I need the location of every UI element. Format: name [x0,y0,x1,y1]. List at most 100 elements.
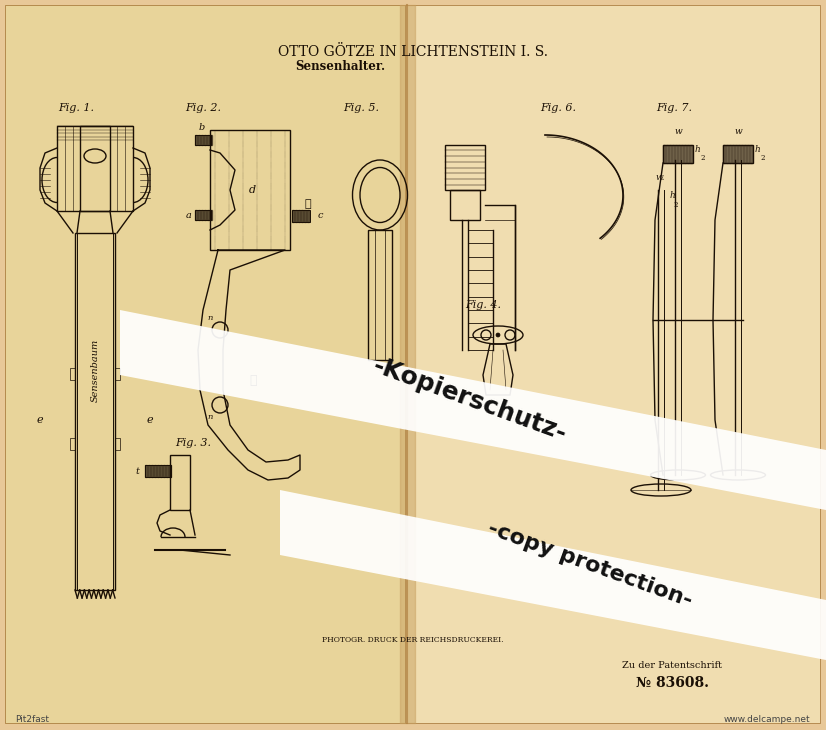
Bar [80,126,110,211]
Polygon shape [207,135,209,145]
Polygon shape [663,145,665,163]
Text: t: t [135,466,139,475]
Polygon shape [201,135,203,145]
Polygon shape [154,465,156,477]
Bar [70,438,75,450]
Text: w: w [674,128,682,137]
Text: № 83608.: № 83608. [635,676,709,690]
Text: www.delcampe.net: www.delcampe.net [724,715,810,724]
Bar [450,190,480,220]
Text: Fig. 3.: Fig. 3. [175,438,211,448]
Polygon shape [204,210,206,220]
Bar [57,126,133,211]
Polygon shape [675,145,677,163]
Polygon shape [735,145,737,163]
Polygon shape [198,210,200,220]
Bar [723,145,753,163]
Polygon shape [151,465,153,477]
Polygon shape [145,465,147,477]
Polygon shape [201,210,203,220]
Polygon shape [669,145,671,163]
Polygon shape [120,310,826,510]
Bar [70,368,75,380]
Text: n: n [207,314,212,322]
Bar [195,210,211,220]
Polygon shape [160,465,162,477]
Text: Fig. 1.: Fig. 1. [58,103,94,113]
Text: a: a [186,210,192,220]
Bar [5,5,405,723]
Polygon shape [726,145,728,163]
Bar [115,368,120,380]
Bar [405,5,820,723]
Polygon shape [741,145,743,163]
Bar [210,130,290,250]
Polygon shape [195,210,197,220]
Text: 2: 2 [761,154,765,162]
Text: h: h [694,145,700,155]
Text: Fig. 6.: Fig. 6. [540,103,576,113]
Text: Fig. 7.: Fig. 7. [656,103,692,113]
Polygon shape [301,210,303,222]
Bar [445,145,485,190]
Text: 2: 2 [700,154,705,162]
Polygon shape [304,210,306,222]
Bar [292,210,310,222]
Text: h: h [754,145,760,155]
Text: ℓ: ℓ [305,199,311,209]
Bar [75,233,115,590]
Polygon shape [207,210,209,220]
Bar [195,135,211,145]
Polygon shape [747,145,749,163]
Polygon shape [750,145,752,163]
Text: Fig. 4.: Fig. 4. [465,300,501,310]
Polygon shape [729,145,731,163]
Polygon shape [298,210,300,222]
Polygon shape [684,145,686,163]
Bar [170,455,190,510]
Text: h: h [669,191,675,199]
Circle shape [496,333,500,337]
Text: w.: w. [655,174,665,182]
Polygon shape [163,465,165,477]
Text: c: c [317,212,323,220]
Text: Zu der Patentschrift: Zu der Patentschrift [622,661,722,669]
Text: -Kopierschutz-: -Kopierschutz- [370,354,570,446]
Polygon shape [678,145,680,163]
Polygon shape [295,210,297,222]
Polygon shape [672,145,674,163]
Polygon shape [195,135,197,145]
Text: w: w [734,128,742,137]
Polygon shape [204,135,206,145]
Polygon shape [744,145,746,163]
Bar [115,438,120,450]
Polygon shape [681,145,683,163]
Text: ℓ: ℓ [249,374,257,386]
Polygon shape [148,465,150,477]
Text: b: b [199,123,205,131]
Text: Sensenbaum: Sensenbaum [91,339,99,402]
Polygon shape [157,465,159,477]
Text: d: d [249,185,255,195]
Text: Pit2fast: Pit2fast [15,715,49,724]
Text: Fig. 2.: Fig. 2. [185,103,221,113]
Polygon shape [210,210,212,220]
Bar [145,465,171,477]
Text: Sensenhalter.: Sensenhalter. [295,61,385,74]
Polygon shape [732,145,734,163]
Polygon shape [210,135,212,145]
Text: Fig. 5.: Fig. 5. [343,103,379,113]
Text: n: n [207,413,212,421]
Bar [663,145,693,163]
Bar [368,230,392,360]
Text: -copy protection-: -copy protection- [485,518,695,612]
Polygon shape [723,145,725,163]
Polygon shape [690,145,692,163]
Text: 2: 2 [674,201,678,209]
Polygon shape [280,490,826,660]
Polygon shape [166,465,168,477]
Text: OTTO GÖTZE IN LICHTENSTEIN I. S.: OTTO GÖTZE IN LICHTENSTEIN I. S. [278,45,548,59]
Polygon shape [198,135,200,145]
Polygon shape [687,145,689,163]
Polygon shape [292,210,294,222]
